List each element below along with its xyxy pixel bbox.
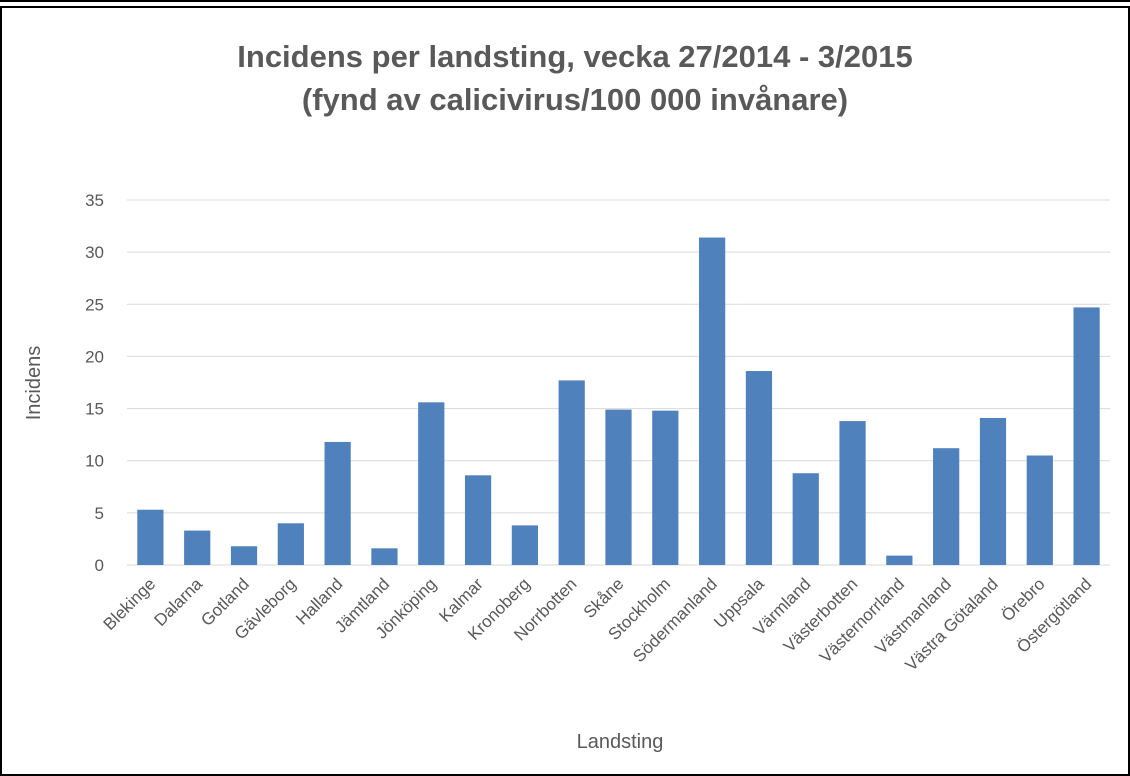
top-border-line-inner: [0, 6, 1130, 8]
bar-norrbotten: [558, 380, 585, 565]
y-tick-label: 0: [95, 556, 104, 575]
bar-östergötland: [1073, 307, 1100, 565]
bar-kalmar: [464, 475, 492, 565]
y-tick-label: 10: [85, 452, 104, 471]
x-tick-label: Dalarna: [151, 574, 207, 630]
x-tick-label: Blekinge: [100, 574, 160, 634]
bar-södermanland: [699, 237, 726, 566]
top-border-line: [0, 0, 1130, 2]
y-axis-label: Incidens: [23, 346, 45, 421]
y-tick-label: 25: [85, 295, 104, 314]
bar-dalarna: [184, 530, 211, 565]
bar-skåne: [605, 409, 632, 565]
bar-västmanland: [933, 448, 960, 565]
bar-jämtland: [371, 548, 398, 565]
bar-västra-götaland: [979, 417, 1007, 565]
bar-gävleborg: [277, 523, 304, 565]
bar-örebro: [1026, 455, 1053, 565]
bar-västernorrland: [886, 555, 913, 565]
x-axis-ticks: BlekingeDalarnaGotlandGävleborgHallandJä…: [100, 574, 1096, 675]
x-axis-label: Landsting: [577, 731, 664, 753]
top-border-gap: [0, 2, 1130, 6]
y-tick-label: 20: [85, 347, 104, 366]
x-tick-label: Södermanland: [629, 574, 721, 666]
bar-kronoberg: [511, 525, 538, 565]
bar-halland: [324, 441, 351, 565]
bar-blekinge: [137, 509, 164, 565]
y-axis-ticks: 0 5 10 15 20 25 30 35: [85, 191, 104, 575]
y-tick-label: 35: [85, 191, 104, 210]
bar-västerbotten: [839, 421, 866, 565]
bar-stockholm: [652, 410, 679, 565]
y-tick-label: 5: [95, 504, 104, 523]
chart-title: Incidens per landsting, vecka 27/2014 - …: [237, 39, 912, 74]
chart-subtitle: (fynd av calicivirus/100 000 invånare): [302, 82, 848, 117]
bar-uppsala: [745, 371, 773, 565]
bars: [137, 237, 1100, 566]
bar-jönköping: [418, 402, 445, 565]
y-tick-label: 15: [85, 400, 104, 419]
y-tick-label: 30: [85, 243, 104, 262]
bar-värmland: [792, 473, 819, 565]
bar-gotland: [230, 546, 258, 565]
